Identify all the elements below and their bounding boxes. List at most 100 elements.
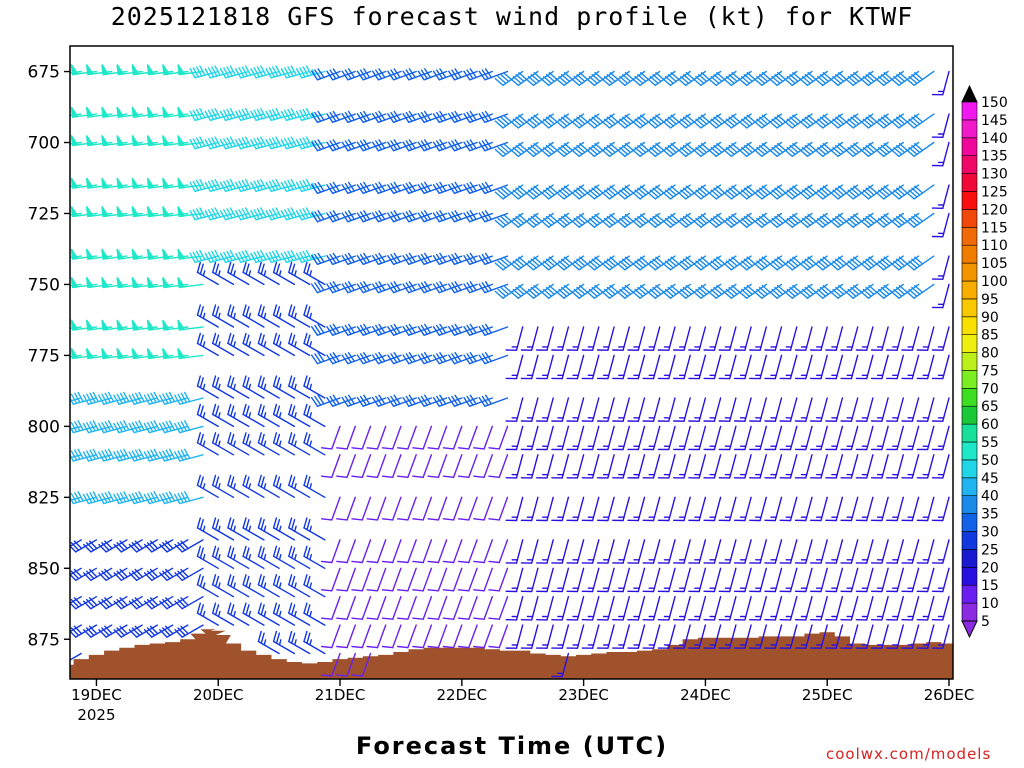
wind-barb	[101, 319, 128, 331]
barb-feather	[543, 260, 553, 269]
barb-feather	[484, 323, 492, 334]
barb-feather	[70, 450, 78, 461]
wind-barb	[227, 474, 250, 498]
barb-feather	[245, 377, 250, 389]
barb-feather	[214, 65, 221, 76]
wind-barb	[397, 425, 417, 450]
wind-barb	[159, 567, 189, 581]
barb-feather	[448, 184, 456, 195]
barb-feather	[682, 258, 692, 267]
barb-feather	[427, 475, 440, 478]
wind-barb	[688, 326, 707, 351]
barb-feather	[424, 281, 432, 291]
wind-barb	[810, 496, 828, 522]
barb-feather	[710, 217, 720, 227]
barb-feather	[397, 645, 409, 649]
barb-feather	[677, 290, 687, 299]
wind-barb	[242, 602, 265, 626]
barb-feather	[219, 67, 227, 79]
barb-feather	[664, 75, 674, 85]
barb-feather	[306, 604, 311, 616]
barb-feather	[606, 144, 616, 154]
colorbar-max-arrow	[961, 84, 978, 103]
barb-feather	[272, 179, 279, 191]
barb-feather	[436, 282, 444, 293]
barb-feather	[89, 392, 96, 404]
barb-pennant	[101, 319, 110, 331]
barb-feather	[420, 395, 428, 406]
wind-barb	[70, 596, 82, 604]
colorbar-label: 20	[981, 560, 999, 576]
wind-barb	[566, 425, 585, 451]
wind-barb	[70, 277, 98, 289]
barb-feather	[284, 67, 291, 78]
barb-feather	[875, 219, 885, 228]
wind-barb	[810, 596, 828, 621]
barb-feather	[473, 617, 485, 620]
wind-barb	[540, 70, 570, 87]
wind-barb	[295, 178, 326, 193]
barb-feather	[341, 326, 349, 336]
wind-barb	[657, 596, 676, 621]
barb-feather	[291, 604, 296, 616]
barb-shaft	[483, 454, 493, 478]
barb-shaft	[70, 212, 82, 216]
barb-half-feather	[263, 582, 267, 589]
barb-feather	[199, 178, 206, 190]
barb-feather	[555, 191, 565, 200]
wind-barb	[799, 255, 828, 271]
barb-feather	[722, 219, 733, 228]
barb-feather	[287, 66, 294, 77]
wind-barb	[855, 326, 874, 351]
barb-feather	[743, 258, 753, 267]
barb-feather	[257, 517, 262, 529]
wind-barb	[70, 177, 98, 189]
wind-barb	[855, 624, 874, 649]
barb-half-feather	[309, 312, 312, 320]
barb-feather	[677, 219, 687, 228]
barb-feather	[525, 120, 535, 129]
barb-feather	[448, 70, 456, 81]
barb-feather	[616, 219, 626, 228]
barb-feather	[180, 392, 188, 404]
colorbar-label: 120	[981, 202, 1008, 218]
wind-barb	[718, 596, 737, 621]
barb-feather	[272, 602, 278, 614]
barb-feather	[387, 326, 395, 336]
wind-barb	[662, 70, 691, 87]
wind-barb	[886, 326, 904, 351]
wind-barb	[844, 283, 874, 299]
barb-feather	[219, 181, 227, 193]
barb-feather	[196, 375, 202, 387]
barb-feather	[515, 187, 525, 196]
barb-feather	[320, 518, 333, 521]
barb-shaft	[422, 454, 433, 478]
barb-feather	[387, 184, 395, 195]
barb-feather	[41, 656, 48, 664]
barb-feather	[211, 261, 217, 274]
barb-half-feather	[233, 440, 236, 447]
wind-barb	[457, 567, 478, 592]
barb-feather	[488, 617, 500, 620]
barb-feather	[484, 352, 492, 362]
wind-barb	[783, 184, 813, 200]
wind-barb	[779, 354, 798, 380]
wind-barb	[272, 574, 296, 598]
barb-feather	[341, 70, 349, 81]
wind-barb	[749, 454, 767, 479]
barb-half-feather	[278, 412, 282, 419]
barb-feather	[786, 217, 796, 227]
barb-feather	[540, 219, 550, 228]
barb-feather	[183, 448, 191, 459]
wind-barb	[98, 624, 128, 638]
wind-barb	[288, 375, 311, 399]
colorbar: 5101520253035404550556065707580859095100…	[961, 84, 1008, 639]
barb-feather	[473, 447, 485, 450]
barb-feather	[143, 493, 151, 505]
wind-barb	[718, 397, 737, 422]
wind-barb	[840, 354, 859, 380]
wind-barb	[707, 113, 737, 129]
barb-feather	[320, 447, 333, 450]
barb-feather	[707, 148, 717, 158]
barb-feather	[466, 69, 474, 80]
